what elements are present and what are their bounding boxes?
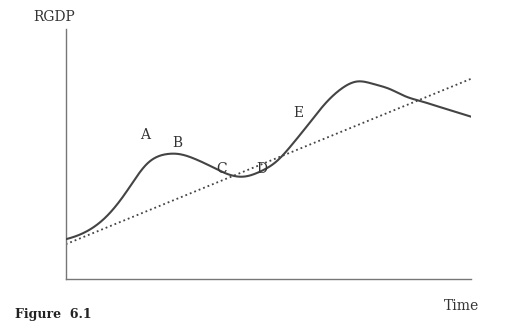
Text: C: C [216,162,226,176]
Text: B: B [172,136,182,150]
Text: Figure  6.1: Figure 6.1 [15,308,91,321]
Text: Time: Time [442,299,478,313]
Text: A: A [139,128,149,142]
Text: D: D [256,162,267,176]
Text: RGDP: RGDP [33,10,75,24]
Text: E: E [293,106,303,120]
